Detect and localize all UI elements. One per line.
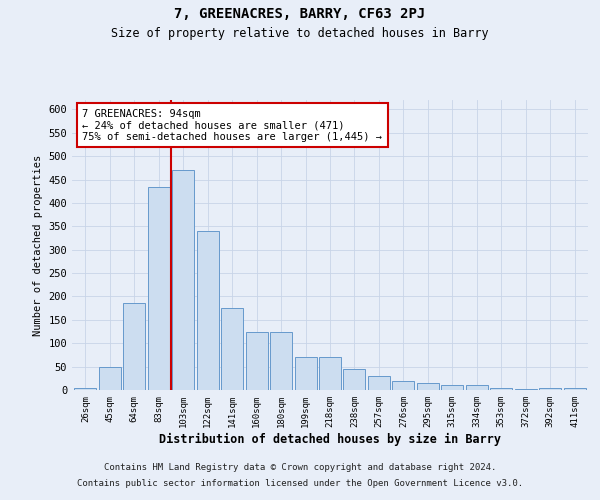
Bar (490, 388, 512, 390)
Bar (295, 358, 317, 390)
Bar (124, 304, 145, 390)
Bar (197, 231, 219, 390)
Bar (539, 388, 561, 390)
Text: 7, GREENACRES, BARRY, CF63 2PJ: 7, GREENACRES, BARRY, CF63 2PJ (175, 8, 425, 22)
Bar (515, 388, 536, 390)
Bar (221, 308, 243, 390)
Text: Size of property relative to detached houses in Barry: Size of property relative to detached ho… (111, 28, 489, 40)
Bar (563, 388, 586, 390)
Y-axis label: Number of detached properties: Number of detached properties (33, 154, 43, 336)
Bar (172, 170, 194, 390)
Text: Contains HM Land Registry data © Crown copyright and database right 2024.: Contains HM Land Registry data © Crown c… (104, 464, 496, 472)
Bar (148, 186, 170, 390)
Bar (441, 386, 463, 390)
Bar (417, 383, 439, 390)
Bar (319, 358, 341, 390)
Text: Distribution of detached houses by size in Barry: Distribution of detached houses by size … (159, 432, 501, 446)
Bar (466, 386, 488, 390)
Bar (392, 380, 415, 390)
Bar (270, 332, 292, 390)
Bar (74, 388, 97, 390)
Bar (245, 332, 268, 390)
Bar (368, 376, 390, 390)
Text: Contains public sector information licensed under the Open Government Licence v3: Contains public sector information licen… (77, 478, 523, 488)
Bar (343, 369, 365, 390)
Bar (99, 366, 121, 390)
Text: 7 GREENACRES: 94sqm
← 24% of detached houses are smaller (471)
75% of semi-detac: 7 GREENACRES: 94sqm ← 24% of detached ho… (82, 108, 382, 142)
